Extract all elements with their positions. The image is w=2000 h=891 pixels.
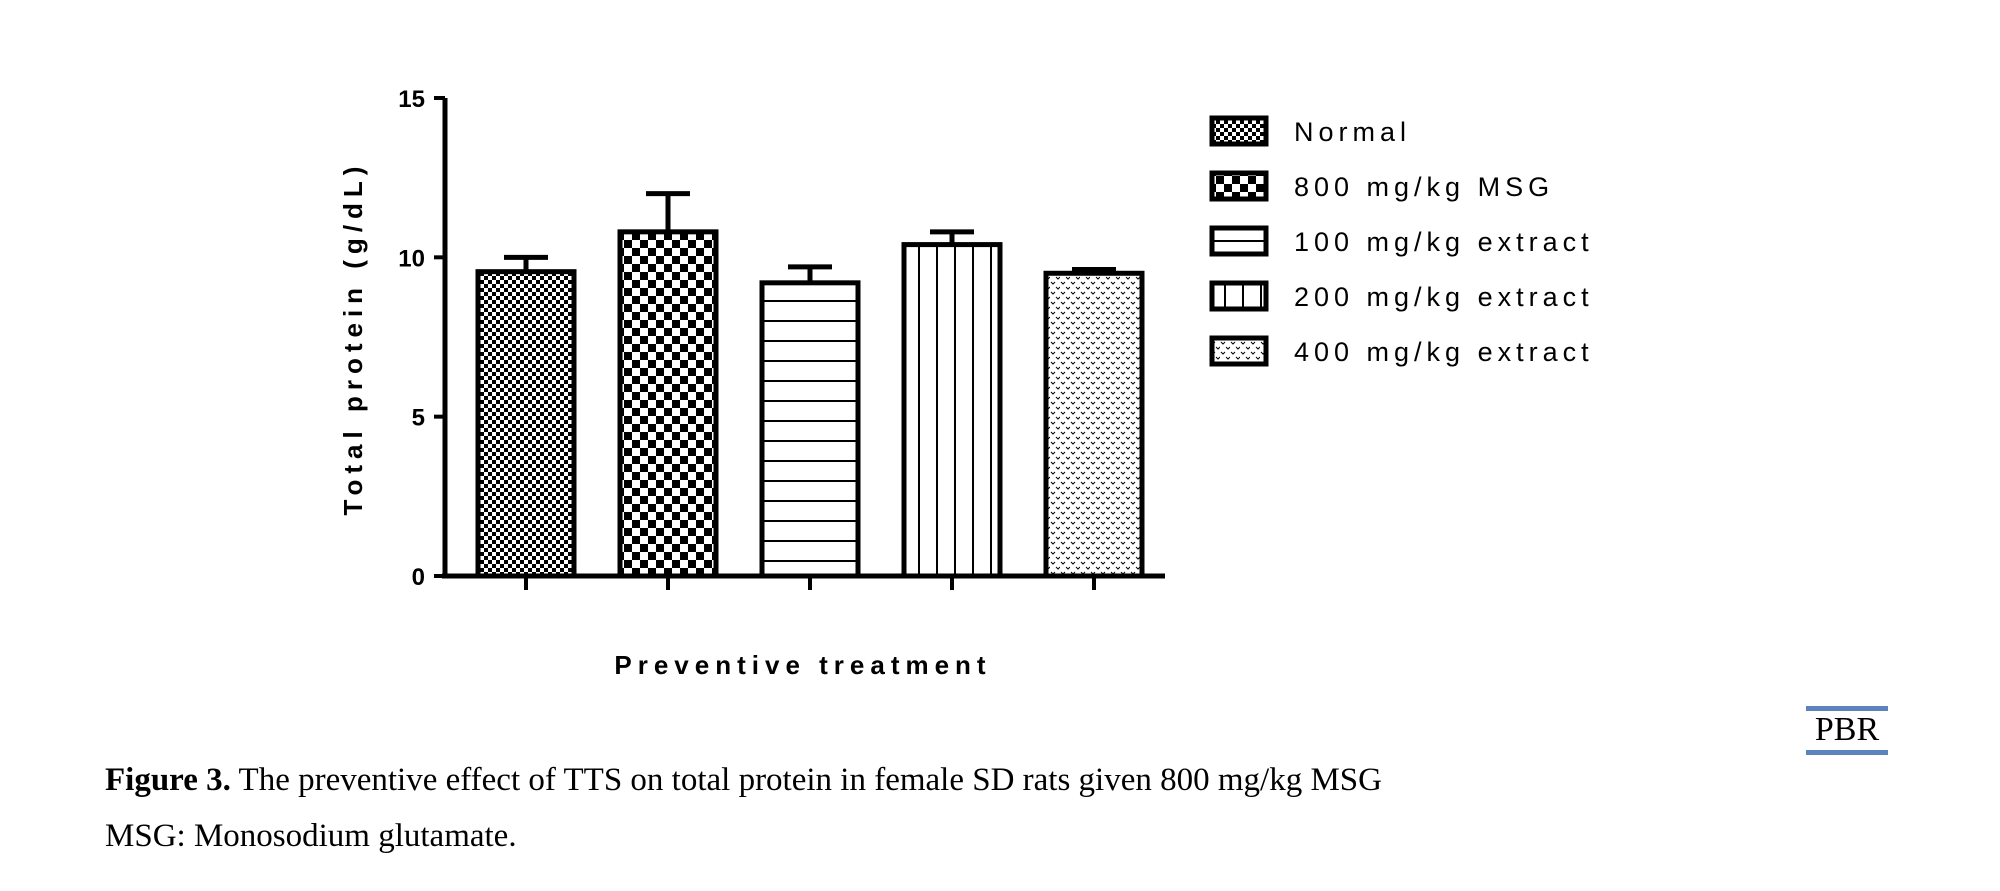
bar <box>617 229 719 579</box>
legend-swatch <box>1209 170 1269 202</box>
logo-top-rule <box>1806 706 1888 711</box>
logo-text: PBR <box>1814 711 1880 748</box>
legend-label: 200 mg/kg extract <box>1294 282 1594 312</box>
logo-bottom-rule <box>1806 750 1888 755</box>
legend-swatch <box>1209 280 1269 312</box>
figure-caption-label: Figure 3. <box>105 762 231 798</box>
legend: Normal 800 mg/kg MSG 100 mg/kg extract 200 … <box>1209 115 1594 367</box>
bar <box>901 242 1003 579</box>
y-tick-label: 0 <box>412 564 425 591</box>
plot-area: 0 5 10 15 <box>398 86 1165 591</box>
legend-label: 800 mg/kg MSG <box>1294 172 1554 202</box>
bar <box>1043 270 1145 579</box>
y-tick-label: 15 <box>398 86 425 113</box>
legend-label: 400 mg/kg extract <box>1294 337 1594 367</box>
legend-swatch <box>1209 115 1269 147</box>
figure-caption-text: The preventive effect of TTS on total pr… <box>230 762 1382 798</box>
bar <box>475 269 577 579</box>
legend-swatch <box>1209 335 1269 367</box>
x-axis-label: Preventive treatment <box>614 650 991 680</box>
y-tick-label: 10 <box>398 245 425 272</box>
legend-label: 100 mg/kg extract <box>1294 227 1594 257</box>
y-axis-label: Total protein (g/dL) <box>338 161 368 516</box>
figure-caption-note: MSG: Monosodium glutamate. <box>105 818 517 854</box>
journal-logo: PBR <box>1806 706 1888 755</box>
y-tick-label: 5 <box>412 405 425 432</box>
legend-label: Normal <box>1294 117 1411 147</box>
figure-caption: Figure 3. The preventive effect of TTS o… <box>105 762 1382 799</box>
legend-swatch <box>1209 225 1269 257</box>
bar <box>759 280 861 579</box>
